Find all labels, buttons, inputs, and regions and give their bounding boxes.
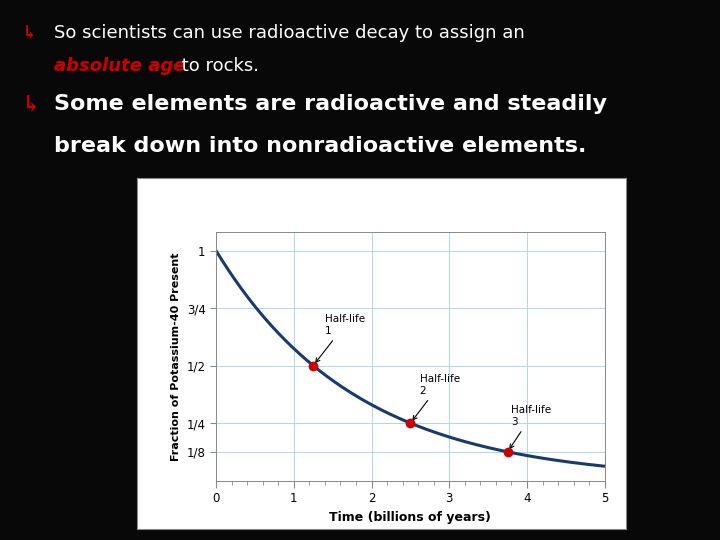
Text: ↳: ↳	[22, 94, 40, 117]
Text: Some elements are radioactive and steadily: Some elements are radioactive and steadi…	[54, 94, 607, 114]
Text: So scientists can use radioactive decay to assign an: So scientists can use radioactive decay …	[54, 24, 525, 42]
Text: Half-life
1: Half-life 1	[315, 314, 365, 362]
X-axis label: Time (billions of years): Time (billions of years)	[330, 511, 491, 524]
Text: Half-life
3: Half-life 3	[510, 405, 552, 449]
Text: Radioactive Decay of Potassium-40: Radioactive Decay of Potassium-40	[236, 191, 527, 206]
Text: absolute age: absolute age	[54, 57, 186, 75]
Text: break down into nonradioactive elements.: break down into nonradioactive elements.	[54, 136, 586, 156]
Text: to rocks.: to rocks.	[176, 57, 259, 75]
Y-axis label: Fraction of Potassium-40 Present: Fraction of Potassium-40 Present	[171, 252, 181, 461]
Text: Half-life
2: Half-life 2	[413, 374, 460, 420]
Text: ↳: ↳	[22, 24, 37, 42]
